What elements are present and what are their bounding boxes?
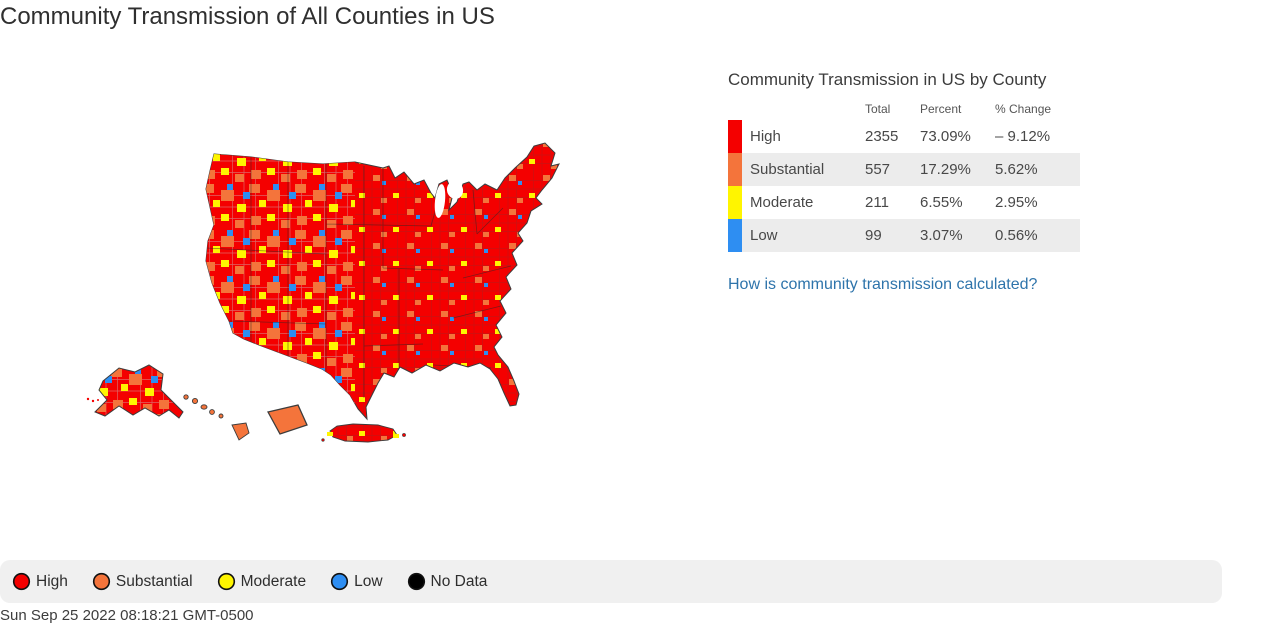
- us-county-map-svg: [86, 138, 560, 453]
- moderate-color-swatch: [728, 186, 742, 219]
- great-lakes: [434, 181, 464, 218]
- mainland-region[interactable]: [183, 138, 560, 453]
- table-header: Total Percent % Change: [728, 97, 1080, 120]
- legend-label: Moderate: [240, 572, 307, 590]
- low-color-swatch: [728, 219, 742, 252]
- timestamp: Sun Sep 25 2022 08:18:21 GMT-0500: [0, 607, 254, 624]
- row-percent: 73.09%: [920, 128, 971, 145]
- legend-item-moderate[interactable]: Moderate: [217, 572, 306, 591]
- legend-label: High: [36, 572, 68, 590]
- row-percent: 17.29%: [920, 161, 971, 178]
- panel-title: Community Transmission in US by County: [728, 70, 1047, 89]
- puerto-rico-region[interactable]: [321, 423, 406, 443]
- row-total: 557: [865, 161, 891, 178]
- how-calculated-link[interactable]: How is community transmission calculated…: [728, 276, 1038, 293]
- hawaii-inset-region[interactable]: [267, 404, 308, 435]
- no-data-legend-icon: [407, 572, 425, 591]
- high-legend-icon: [12, 572, 31, 591]
- row-change: 0.56%: [995, 227, 1038, 244]
- state-borders: [206, 157, 512, 398]
- legend-item-no-data[interactable]: No Data: [407, 572, 488, 591]
- column-change: % Change: [995, 101, 1052, 116]
- row-label: Low: [750, 227, 778, 244]
- moderate-legend-icon: [217, 572, 235, 591]
- row-percent: 3.07%: [920, 227, 963, 244]
- substantial-color-swatch: [728, 153, 742, 186]
- us-county-map[interactable]: [83, 138, 583, 453]
- row-total: 211: [865, 194, 889, 211]
- low-legend-icon: [330, 572, 349, 591]
- legend-label: No Data: [430, 572, 488, 590]
- column-percent: Percent: [920, 101, 962, 116]
- substantial-legend-icon: [92, 572, 110, 591]
- row-total: 99: [865, 227, 882, 244]
- alaska-region[interactable]: [86, 364, 184, 419]
- column-total: Total: [865, 101, 891, 116]
- table-row-moderate: Moderate 211 6.55% 2.95%: [728, 186, 1080, 219]
- row-change: 2.95%: [995, 194, 1038, 211]
- row-label: Moderate: [750, 194, 814, 211]
- high-color-swatch: [728, 120, 742, 153]
- table-row-low: Low 99 3.07% 0.56%: [728, 219, 1080, 252]
- legend-item-high[interactable]: High: [12, 572, 68, 591]
- legend-item-low[interactable]: Low: [330, 572, 383, 591]
- row-label: Substantial: [750, 161, 825, 178]
- legend-item-substantial[interactable]: Substantial: [92, 572, 193, 591]
- row-change: 5.62%: [995, 161, 1038, 178]
- legend-label: Substantial: [115, 572, 193, 590]
- legend-label: Low: [354, 572, 383, 590]
- table-row-substantial: Substantial 557 17.29% 5.62%: [728, 153, 1080, 186]
- map-legend-bar: High Substantial Moderate Low No Data: [0, 560, 1222, 603]
- row-percent: 6.55%: [920, 194, 963, 211]
- row-total: 2355: [865, 128, 899, 145]
- row-change: – 9.12%: [995, 128, 1051, 145]
- page-title: Community Transmission of All Counties i…: [0, 3, 495, 30]
- hawaii-region[interactable]: [183, 394, 250, 441]
- stats-panel: Community Transmission in US by County T…: [728, 70, 1080, 294]
- table-row-high: High 2355 73.09% – 9.12%: [728, 120, 1080, 153]
- row-label: High: [750, 128, 781, 145]
